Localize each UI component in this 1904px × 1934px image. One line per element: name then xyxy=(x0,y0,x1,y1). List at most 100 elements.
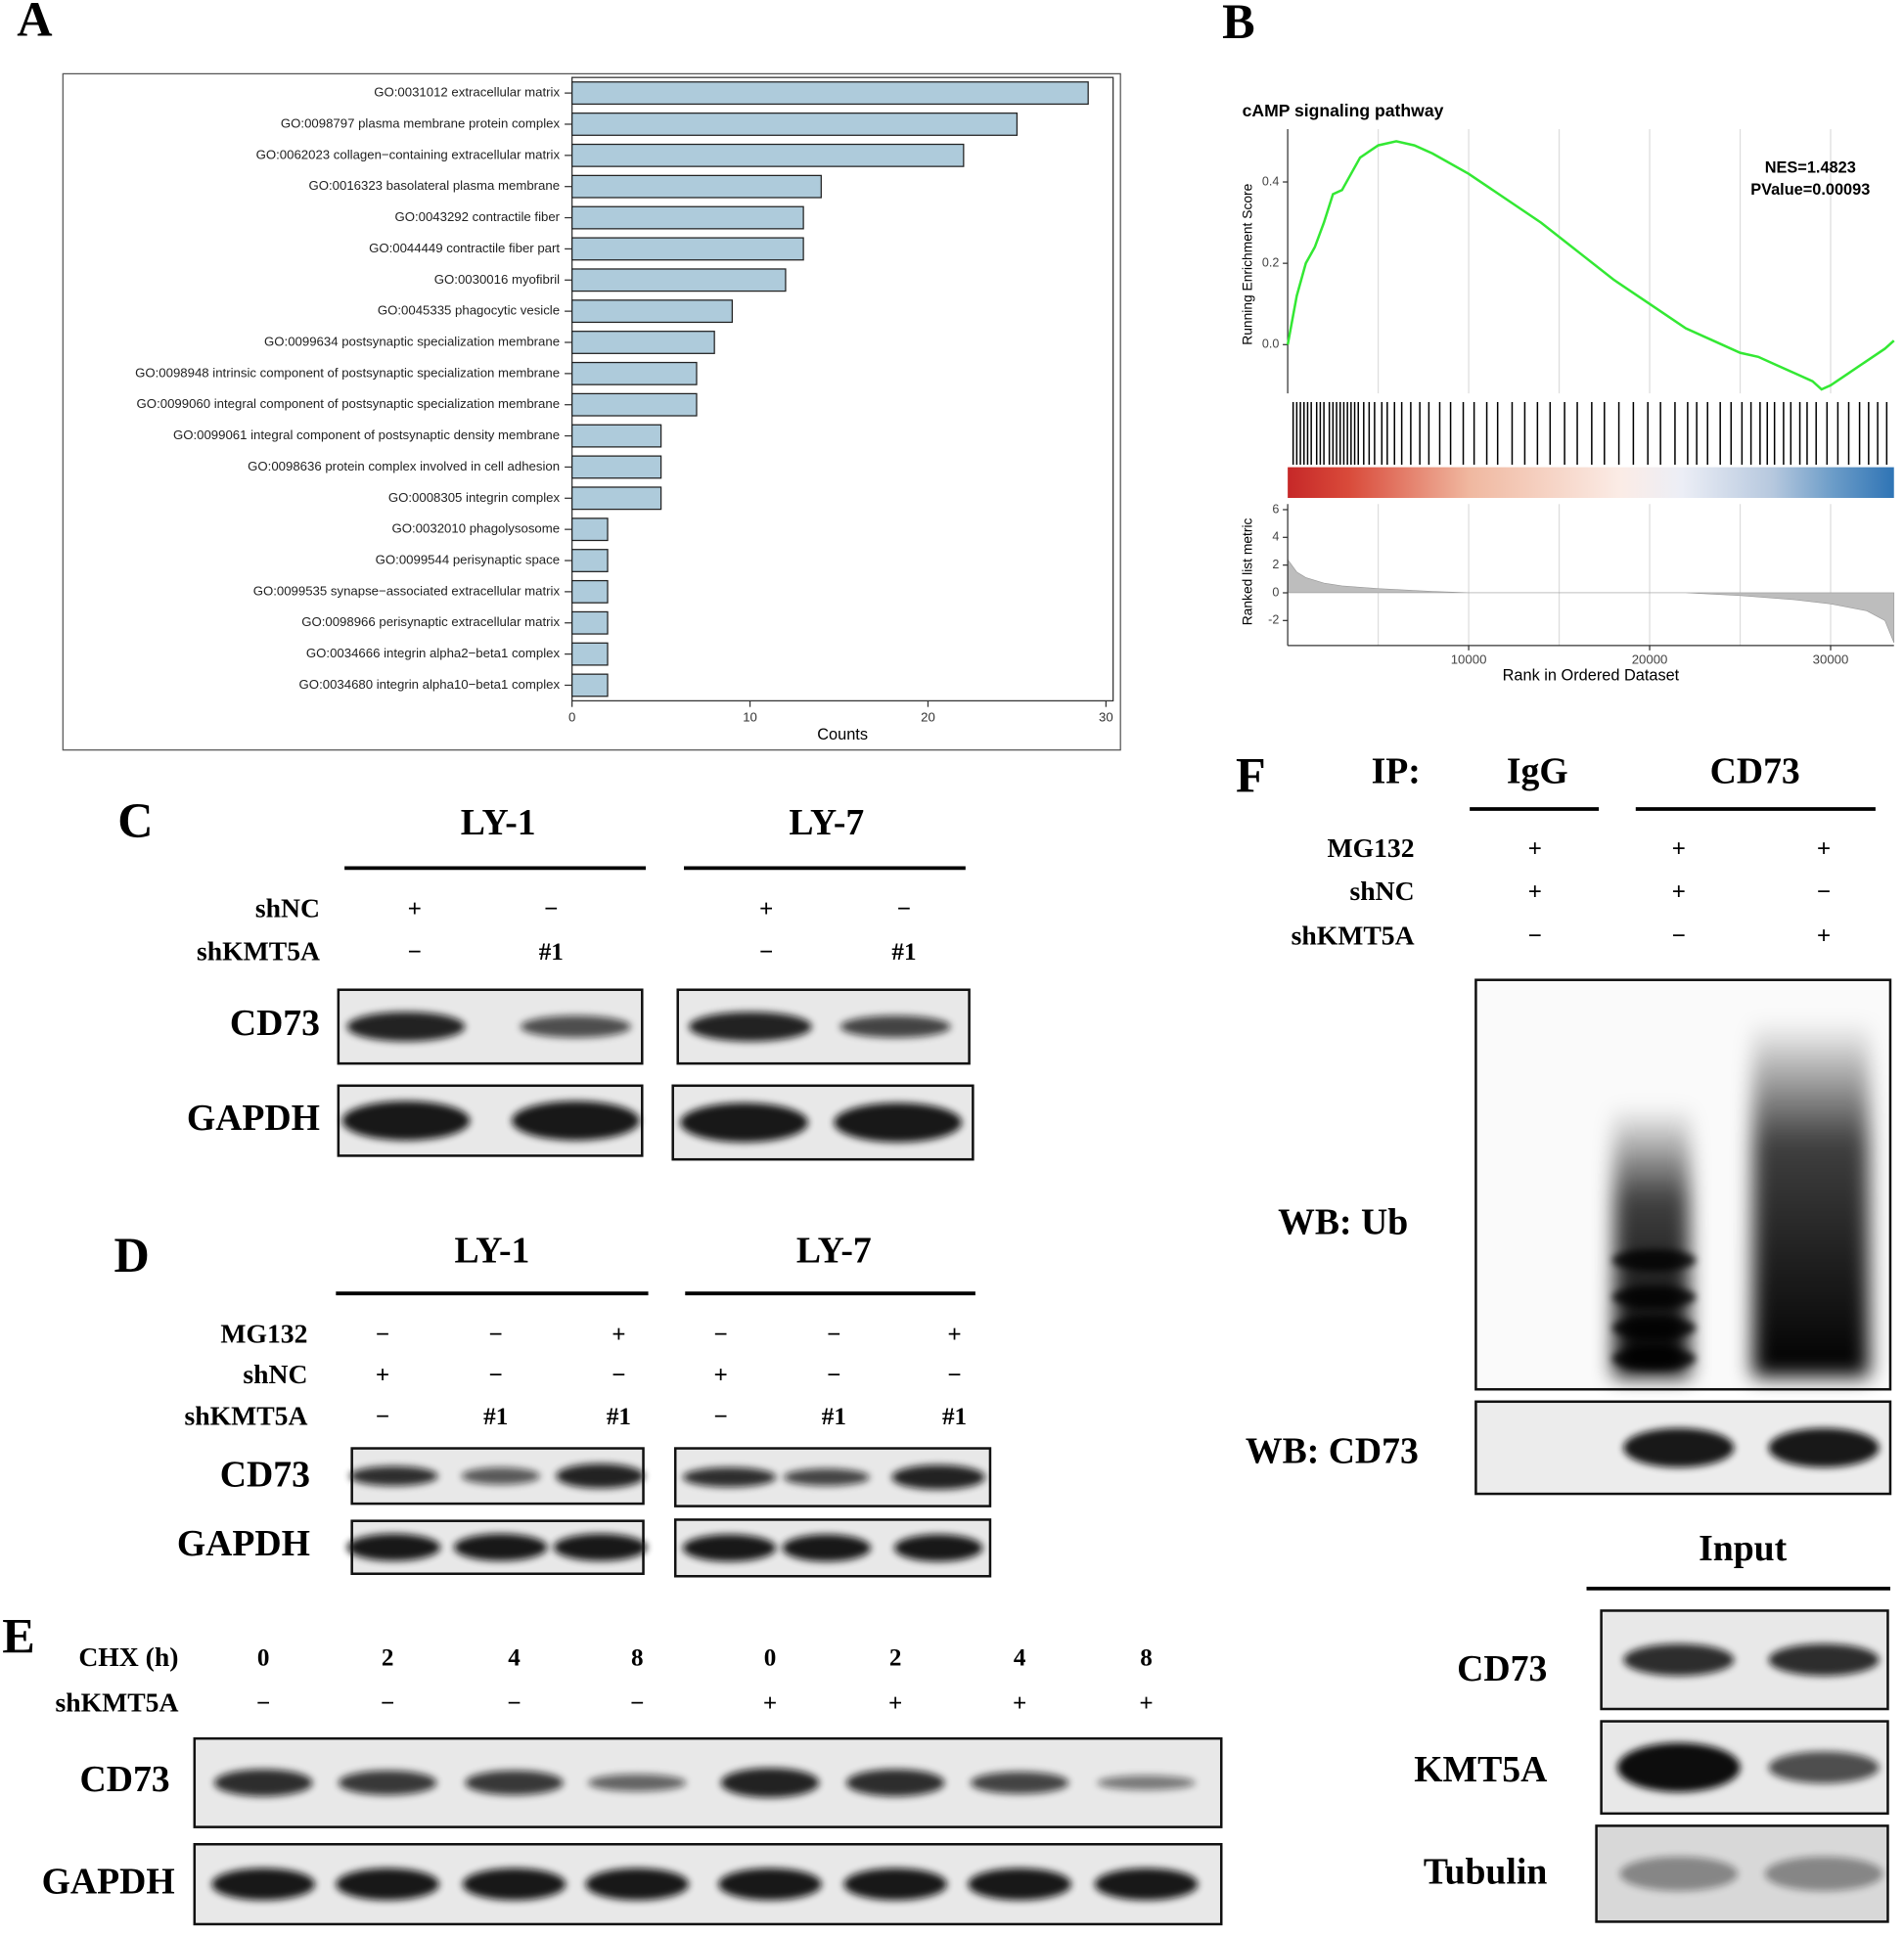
band xyxy=(338,1770,437,1795)
y-tick-label: GO:0099535 synapse−associated extracellu… xyxy=(253,583,561,598)
condition: + xyxy=(408,896,422,922)
label: LY-1 xyxy=(455,1231,530,1272)
band xyxy=(1611,1317,1697,1339)
y-tick-label: -2 xyxy=(1268,613,1279,627)
band xyxy=(1768,1427,1880,1468)
row-label: shKMT5A xyxy=(1292,920,1415,950)
bar xyxy=(571,299,733,324)
condition: #1 xyxy=(483,1404,508,1430)
panel-label: E xyxy=(2,1608,35,1663)
condition: + xyxy=(1817,923,1831,950)
blot-label: WB: CD73 xyxy=(1246,1430,1419,1471)
condition: 4 xyxy=(508,1644,521,1671)
label: CD73 xyxy=(1710,750,1800,791)
y-tick-label: GO:0030016 myofibril xyxy=(434,272,560,287)
y-tick-label: GO:0062023 collagen−containing extracell… xyxy=(256,147,561,161)
bar xyxy=(571,331,715,354)
bar xyxy=(571,642,609,666)
band xyxy=(1764,1856,1883,1892)
band xyxy=(465,1770,564,1795)
condition: + xyxy=(947,1322,961,1348)
band xyxy=(556,1463,645,1489)
band xyxy=(970,1772,1069,1794)
annotation: NES=1.4823 xyxy=(1765,158,1856,176)
row-label: shKMT5A xyxy=(184,1401,307,1431)
blot-label: CD73 xyxy=(80,1759,170,1800)
condition: − xyxy=(408,939,422,966)
enrichment-line xyxy=(1286,140,1895,391)
y-tick-label: 0 xyxy=(1272,585,1279,599)
blot-label: KMT5A xyxy=(1414,1749,1547,1790)
condition: #1 xyxy=(539,939,564,966)
bar xyxy=(571,455,662,479)
smear xyxy=(1752,1020,1870,1377)
row-label: shNC xyxy=(243,1359,307,1389)
band xyxy=(893,1534,983,1562)
x-axis-label: Rank in Ordered Dataset xyxy=(1503,667,1680,685)
condition: #1 xyxy=(942,1404,967,1430)
label: IP: xyxy=(1372,750,1421,791)
row-label: MG132 xyxy=(1328,832,1415,863)
blot-label: CD73 xyxy=(220,1454,310,1495)
band xyxy=(682,1534,777,1562)
condition: − xyxy=(947,1362,961,1388)
band xyxy=(682,1467,777,1488)
condition: − xyxy=(1672,923,1686,950)
condition: − xyxy=(714,1322,728,1348)
condition: − xyxy=(714,1404,728,1430)
y-tick-label: 2 xyxy=(1272,558,1279,571)
chart-title: cAMP signaling pathway xyxy=(1243,101,1444,120)
condition: − xyxy=(376,1322,389,1348)
condition: + xyxy=(759,896,773,922)
bar xyxy=(571,237,804,261)
band xyxy=(845,1769,945,1797)
condition: − xyxy=(612,1362,625,1388)
blot-label: GAPDH xyxy=(42,1861,175,1902)
condition: 2 xyxy=(889,1644,902,1671)
blot-label: GAPDH xyxy=(187,1098,320,1139)
condition: − xyxy=(381,1690,394,1717)
band xyxy=(553,1533,648,1561)
panel-label: D xyxy=(114,1228,150,1282)
band xyxy=(1619,1856,1739,1892)
y-tick-label: GO:0099544 perisynaptic space xyxy=(376,553,560,567)
condition: − xyxy=(1528,923,1542,950)
condition: 0 xyxy=(257,1644,270,1671)
row-label: shNC xyxy=(1350,876,1415,906)
label: LY-7 xyxy=(789,802,864,843)
band xyxy=(1623,1643,1735,1677)
condition: #1 xyxy=(891,939,916,966)
rank-color-bar xyxy=(1288,467,1894,499)
condition: + xyxy=(376,1362,389,1388)
bar xyxy=(571,549,609,572)
ranked-metric-area xyxy=(1287,559,1895,644)
band xyxy=(1623,1427,1735,1468)
band xyxy=(520,1015,631,1038)
condition: − xyxy=(897,896,911,922)
label: LY-7 xyxy=(796,1231,872,1272)
panel-label: C xyxy=(117,793,153,848)
band xyxy=(461,1467,540,1485)
y-tick-label: 0.2 xyxy=(1262,255,1279,269)
condition: + xyxy=(1672,878,1686,905)
condition: + xyxy=(1528,835,1542,862)
y-tick-label: GO:0044449 contractile fiber part xyxy=(369,241,560,255)
band xyxy=(336,1867,439,1901)
bar xyxy=(571,205,804,230)
y-tick-label: GO:0016323 basolateral plasma membrane xyxy=(308,178,560,193)
y-tick-label: GO:0098966 perisynaptic extracellular ma… xyxy=(301,614,560,629)
label: LY-1 xyxy=(461,802,536,843)
band xyxy=(720,1768,820,1798)
band xyxy=(213,1769,313,1797)
y-tick-label: GO:0034680 integrin alpha10−beta1 comple… xyxy=(299,677,561,692)
condition: − xyxy=(759,939,773,966)
band xyxy=(211,1867,315,1901)
band xyxy=(839,1015,951,1038)
row-label: shKMT5A xyxy=(56,1687,179,1718)
y-tick-label: GO:0045335 phagocytic vesicle xyxy=(378,303,560,318)
condition: − xyxy=(544,896,558,922)
x-tick-label: 10 xyxy=(743,709,757,724)
band xyxy=(680,1102,808,1143)
x-tick-label: 30 xyxy=(1099,709,1113,724)
bar xyxy=(571,143,965,167)
